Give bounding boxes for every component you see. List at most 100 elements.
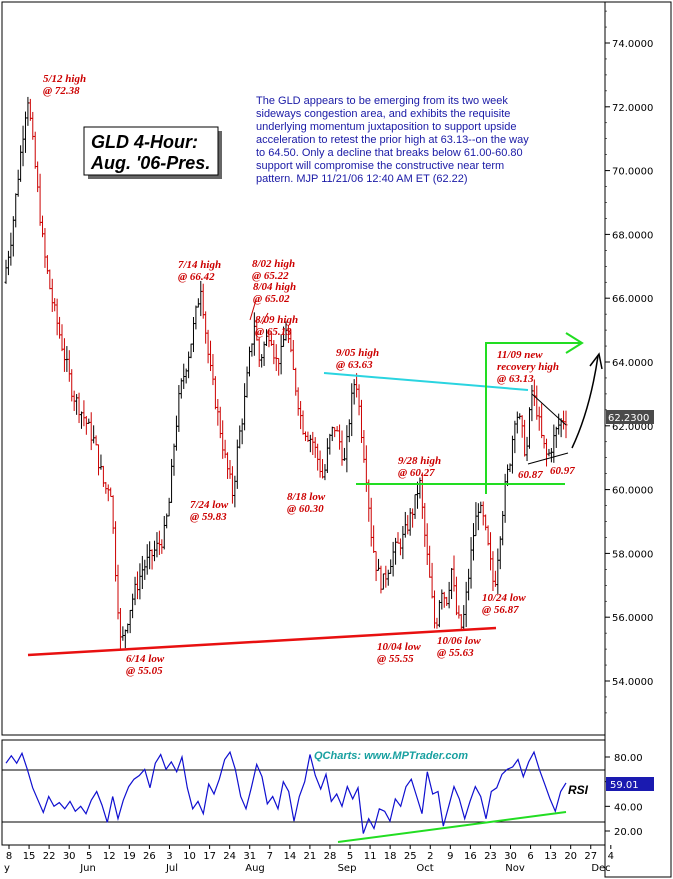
price-annotation: @ 65.13 <box>255 326 292 338</box>
x-tick-label: 13 <box>544 851 557 862</box>
x-tick-label: 11 <box>364 851 377 862</box>
price-annotation: @ 65.02 <box>253 293 290 305</box>
price-y-axis: 74.0000 72.0000 70.0000 68.0000 66.0000 64.00… <box>605 10 653 714</box>
price-annotation: 8/09 high <box>255 314 298 326</box>
price-annotation: 60.97 <box>550 465 575 477</box>
price-bars <box>4 96 568 651</box>
price-y-tick-label: 70.0000 <box>612 167 653 178</box>
price-annotation: 10/06 low <box>437 635 481 647</box>
price-annotation: 11/09 new <box>497 349 543 361</box>
x-tick-label: 23 <box>484 851 497 862</box>
price-annotation: @ 60.27 <box>398 467 435 479</box>
x-tick-label: 24 <box>223 851 236 862</box>
x-tick-label: 18 <box>384 851 397 862</box>
annotation-pointer-8-04 <box>249 299 257 321</box>
price-panel <box>1 1 606 736</box>
x-tick-label: 31 <box>243 851 256 862</box>
price-y-tick-label: 72.0000 <box>612 103 653 114</box>
commentary-line: The GLD appears to be emerging from its … <box>256 95 508 107</box>
x-tick-label: 17 <box>203 851 216 862</box>
rsi-y-tick-label: 80.00 <box>614 753 643 764</box>
rsi-y-tick-label: 20.00 <box>614 827 643 838</box>
x-tick-label: 6 <box>527 851 533 862</box>
x-tick-label: 27 <box>584 851 597 862</box>
price-annotation: 9/28 high <box>398 455 441 467</box>
price-y-tick-label: 62.0000 <box>612 422 653 433</box>
resistance-trendline <box>323 372 529 391</box>
price-annotation: 9/05 high <box>336 347 379 359</box>
price-annotation: 7/14 high <box>178 259 221 271</box>
price-annotation: @ 60.30 <box>287 503 324 515</box>
price-annotation: 8/02 high <box>252 258 295 270</box>
last-price-label: 62.2300 <box>608 413 649 424</box>
x-month-label: Dec <box>591 863 610 874</box>
chart-title: GLD 4-Hour: <box>91 132 198 152</box>
x-tick-label: 12 <box>103 851 116 862</box>
price-annotation: 10/04 low <box>377 641 421 653</box>
x-tick-label: 15 <box>23 851 36 862</box>
x-tick-label: 22 <box>43 851 56 862</box>
x-month-label: Oct <box>416 863 433 874</box>
price-annotation: @ 63.63 <box>336 359 373 371</box>
rsi-name-label: RSI <box>568 783 589 797</box>
projection-arrowhead <box>589 352 603 370</box>
price-annotation: 6/14 low <box>126 653 165 665</box>
price-annotation: @ 59.83 <box>190 511 227 523</box>
projection-arrow <box>571 355 599 449</box>
rsi-watermark: QCharts: www.MPTrader.com <box>314 750 468 762</box>
price-annotation: 10/24 low <box>482 592 526 604</box>
price-annotation: @ 55.05 <box>126 665 163 677</box>
x-tick-label: 5 <box>347 851 353 862</box>
x-month-label: Jul <box>165 863 178 874</box>
x-edge-label: y <box>4 863 10 874</box>
x-tick-label: 5 <box>86 851 92 862</box>
x-tick-label: 30 <box>504 851 517 862</box>
x-axis: 8 15 22 30 5 12 19 26 3 10 17 24 31 7 14 21 28 5 11 18 25 2 9 1… <box>4 845 614 874</box>
price-annotation: 7/24 low <box>190 499 229 511</box>
price-annotation: recovery high <box>497 361 559 373</box>
price-annotation: 60.87 <box>518 469 543 481</box>
commentary-text: The GLD appears to be emerging from its … <box>256 95 529 185</box>
price-y-tick-label: 66.0000 <box>612 294 653 305</box>
price-annotation: @ 55.63 <box>437 647 474 659</box>
price-annotation: @ 55.55 <box>377 653 414 665</box>
pennant-lower-line <box>527 452 569 465</box>
commentary-line: acceleration to retest the prior high at… <box>256 134 529 146</box>
x-tick-label: 9 <box>447 851 453 862</box>
x-month-label: Nov <box>505 863 525 874</box>
price-y-tick-label: 54.0000 <box>612 677 653 688</box>
price-y-tick-label: 56.0000 <box>612 613 653 624</box>
x-tick-label: 28 <box>324 851 337 862</box>
price-annotation: @ 56.87 <box>482 604 519 616</box>
chart-subtitle: Aug. '06-Pres. <box>90 153 210 173</box>
last-price-box <box>606 410 654 424</box>
price-annotation: 8/04 high <box>253 281 296 293</box>
price-annotation: 8/18 low <box>287 491 326 503</box>
price-annotations: 5/12 high@ 72.38 7/14 high@ 66.42 8/02 hig… <box>43 73 575 677</box>
price-annotation: @ 63.13 <box>497 373 534 385</box>
x-tick-label: 14 <box>283 851 296 862</box>
x-tick-label: 2 <box>427 851 433 862</box>
price-annotation: @ 65.22 <box>252 270 289 282</box>
rsi-trendline <box>337 811 567 843</box>
x-tick-label: 7 <box>267 851 273 862</box>
right-axis-frame <box>604 1 672 878</box>
breakout-target-arrowhead <box>565 332 584 354</box>
x-tick-label: 19 <box>123 851 136 862</box>
x-tick-label: 3 <box>166 851 172 862</box>
commentary-line: underlying momentum juxtaposition to sup… <box>256 121 516 133</box>
x-tick-label: 4 <box>608 851 614 862</box>
commentary-line: pattern. MJP 11/21/06 12:40 AM ET (62.22… <box>256 173 468 185</box>
price-y-tick-label: 74.0000 <box>612 39 653 50</box>
price-y-tick-label: 64.0000 <box>612 358 653 369</box>
rsi-line <box>5 750 567 834</box>
commentary-line: to 64.50. Only a decline that breaks bel… <box>256 147 523 159</box>
title-box-frame <box>83 126 219 176</box>
breakout-target-path <box>485 342 580 494</box>
x-tick-label: 16 <box>464 851 477 862</box>
x-tick-label: 10 <box>183 851 196 862</box>
price-y-tick-label: 68.0000 <box>612 230 653 241</box>
price-annotation: @ 66.42 <box>178 271 215 283</box>
